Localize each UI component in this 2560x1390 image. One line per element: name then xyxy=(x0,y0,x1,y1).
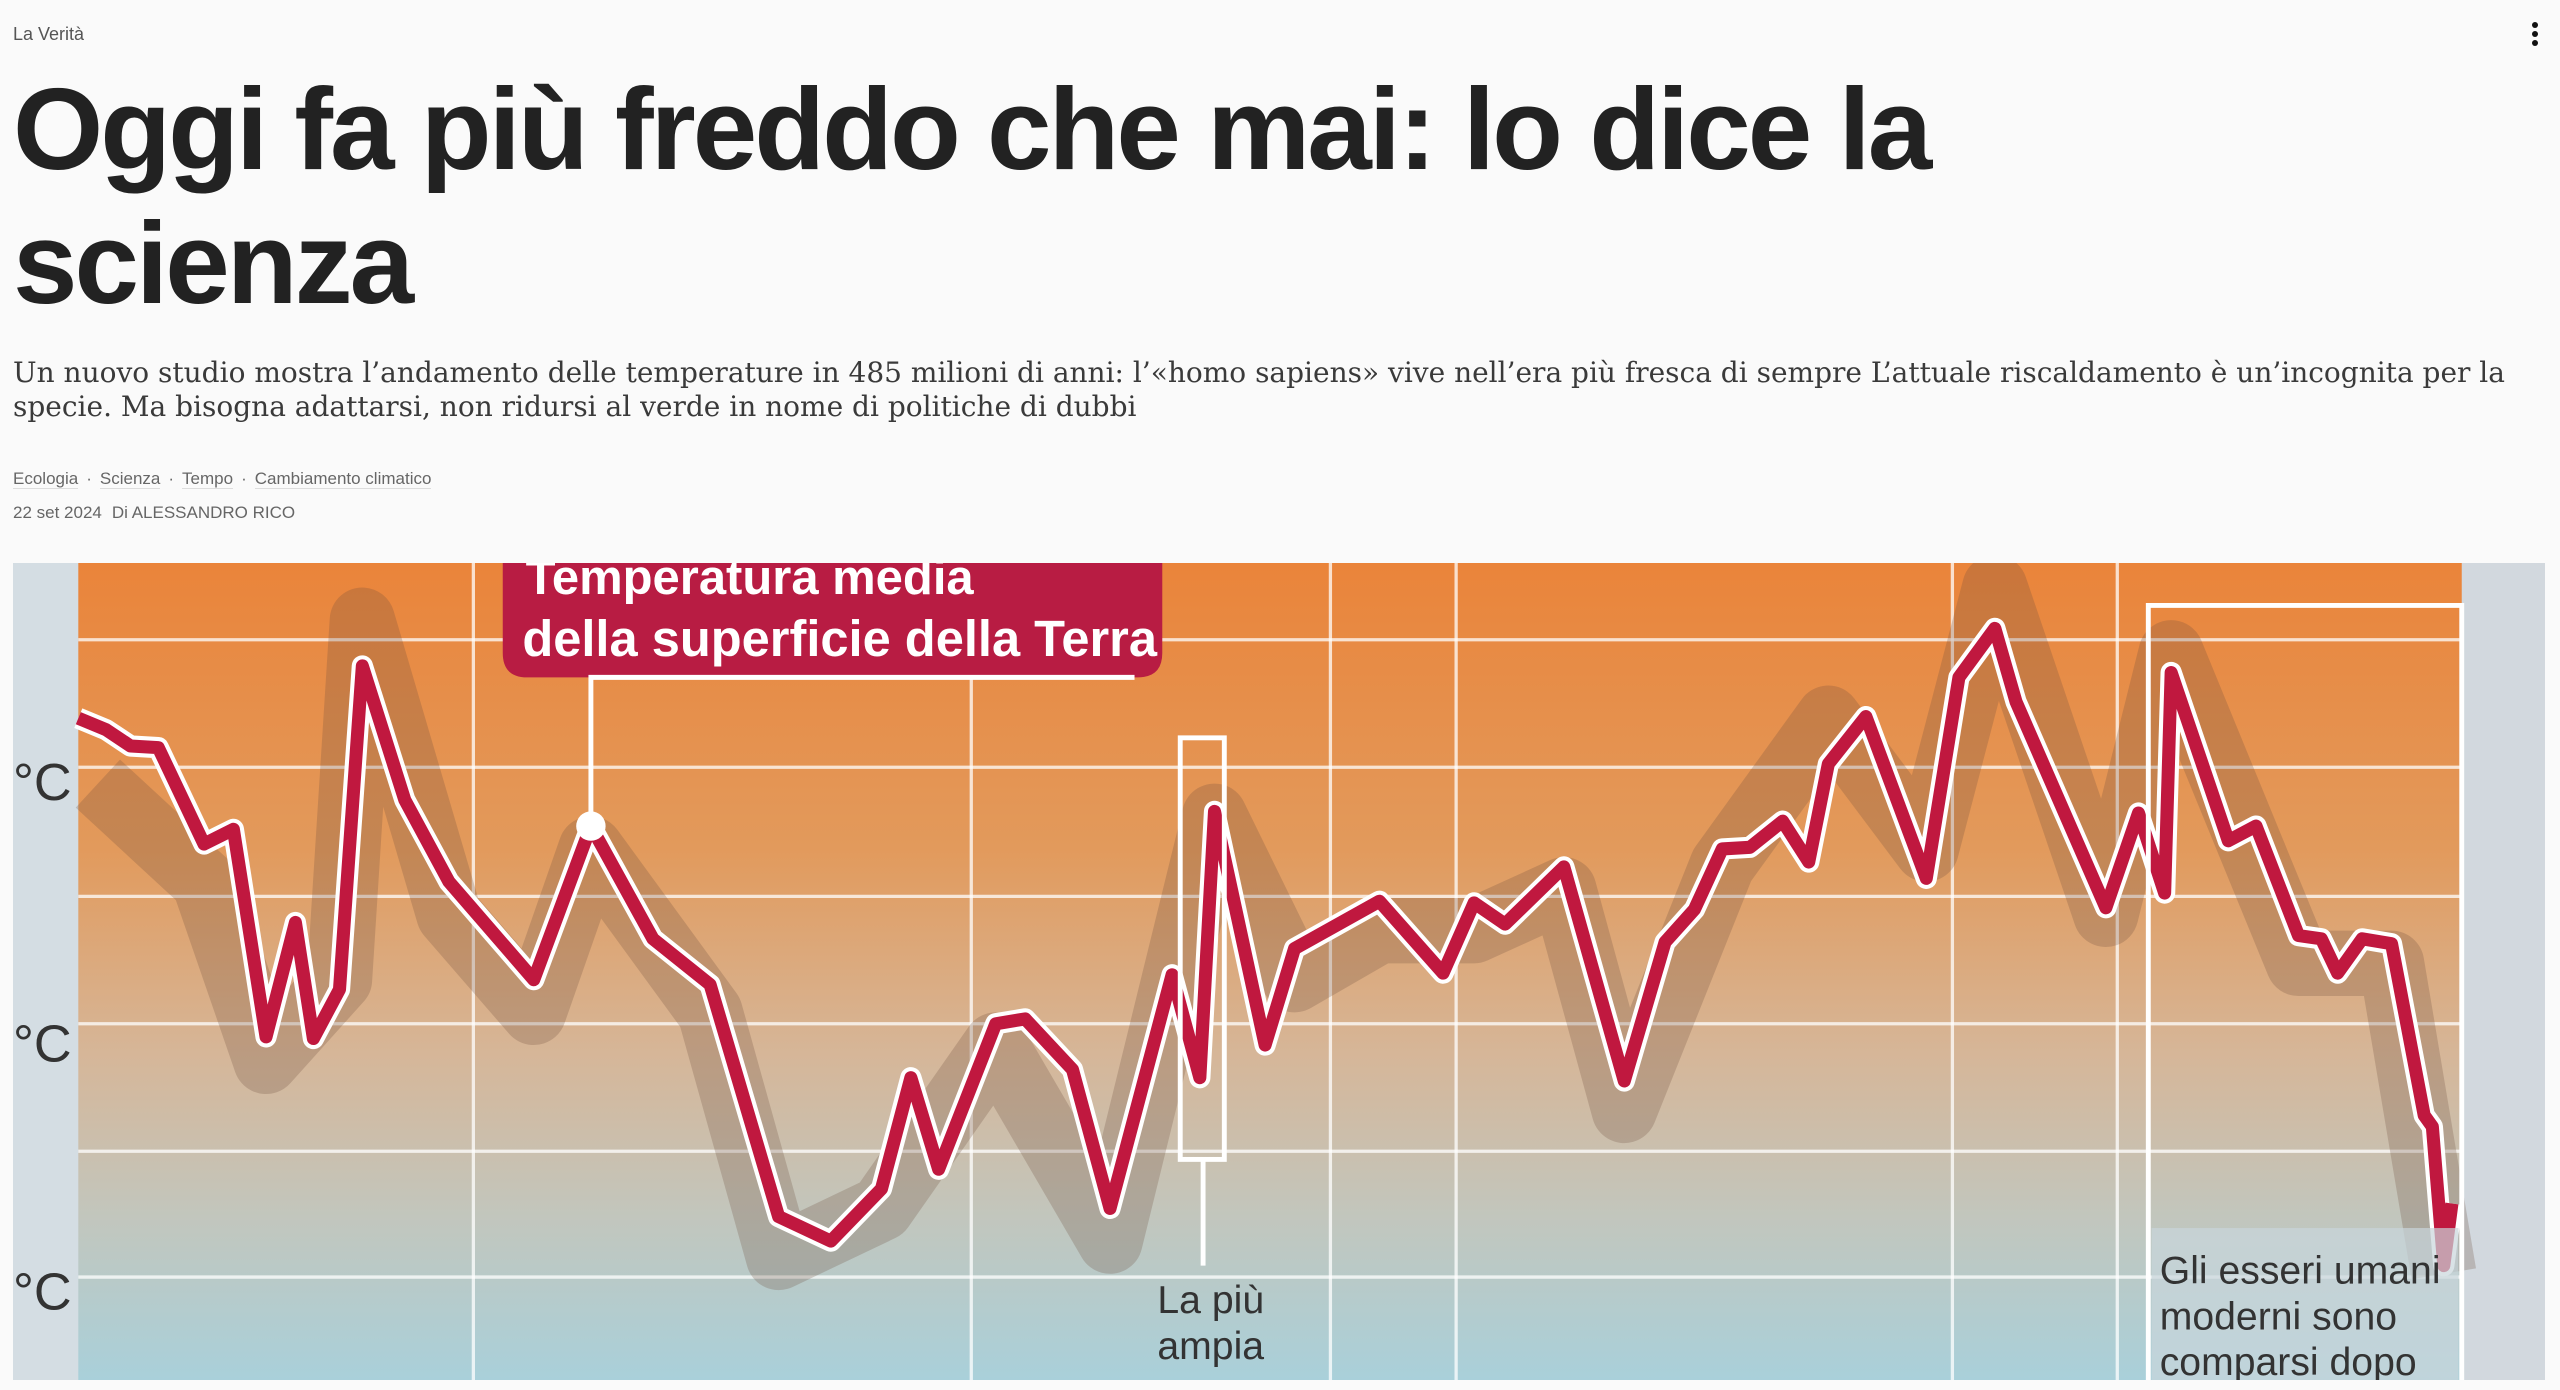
title-pointer-dot xyxy=(576,811,606,841)
chart-title-box xyxy=(502,563,1163,678)
temperature-line xyxy=(75,621,2459,1273)
tag-cambiamento-climatico[interactable]: Cambiamento climatico xyxy=(254,469,432,489)
separator: · xyxy=(168,469,175,488)
tag-scienza[interactable]: Scienza xyxy=(99,469,161,489)
separator: · xyxy=(241,469,247,488)
article-image-temperature-chart: °C °C °C Temperatura media della superfi… xyxy=(13,563,2545,1380)
chart-title-line1: Temperatura media xyxy=(526,563,975,605)
chart-title-line2: della superficie della Terra xyxy=(522,610,1158,667)
axis-unit-label: °C xyxy=(13,1015,72,1073)
article-title: Oggi fa più freddo che mai: lo dice la s… xyxy=(13,64,1932,328)
note-mid: La più xyxy=(1157,1279,1264,1322)
axis-strip xyxy=(13,563,79,1380)
uncertainty-band xyxy=(75,563,2476,1291)
axis-labels: °C °C °C xyxy=(13,754,72,1322)
axis-unit-label: °C xyxy=(13,1264,72,1322)
annotation-lines xyxy=(588,603,2465,1380)
more-vertical-icon[interactable] xyxy=(2532,22,2540,49)
note-right-box xyxy=(2151,1228,2459,1380)
separator: · xyxy=(86,469,92,488)
author: Di ALESSANDRO RICO xyxy=(111,503,296,522)
chart-image: °C °C °C Temperatura media della superfi… xyxy=(13,563,2545,1380)
note-mid: ampia xyxy=(1157,1325,1264,1368)
right-strip xyxy=(2461,563,2545,1380)
note-right: Gli esseri umani xyxy=(2160,1250,2441,1293)
note-right: comparsi dopo xyxy=(2160,1341,2417,1380)
axis-unit-label: °C xyxy=(13,754,72,812)
tag-list: Ecologia · Scienza · Tempo · Cambiamento clima… xyxy=(13,469,432,489)
note-right: moderni sono xyxy=(2160,1295,2397,1338)
tag-tempo[interactable]: Tempo xyxy=(182,469,234,489)
article-subtitle: Un nuovo studio mostra l’andamento delle… xyxy=(13,356,2505,423)
tag-ecologia[interactable]: Ecologia xyxy=(13,469,79,489)
publish-date: 22 set 2024 xyxy=(13,503,102,522)
article-meta: 22 set 2024 Di ALESSANDRO RICO xyxy=(13,503,295,523)
publication-name[interactable]: La Verità xyxy=(13,24,85,44)
